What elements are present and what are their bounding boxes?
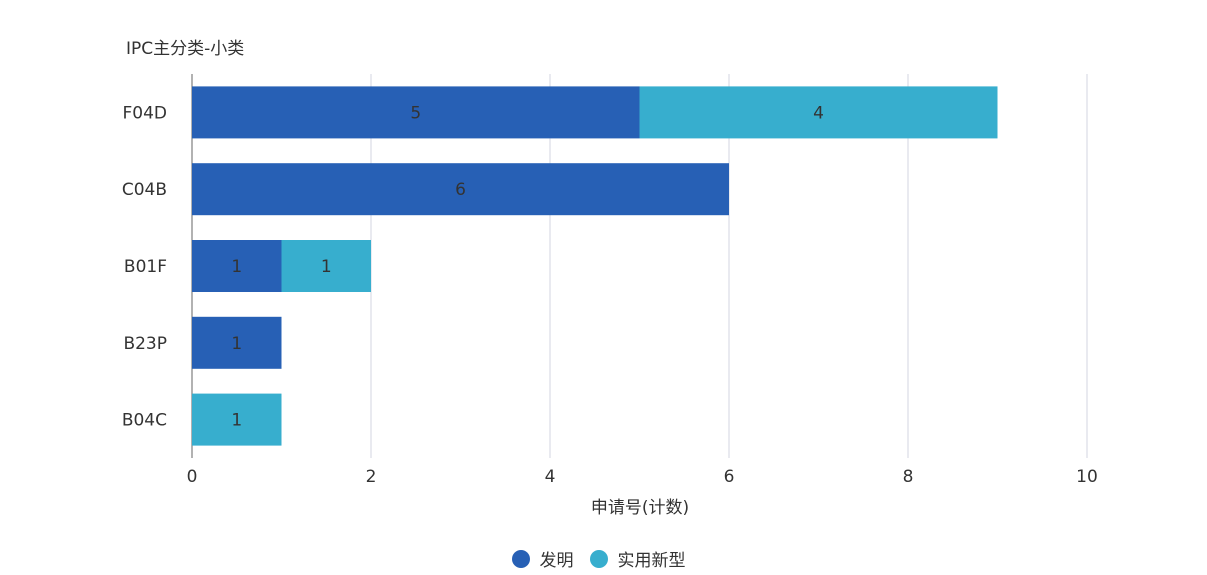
data-label: 1: [231, 334, 242, 354]
y-tick-label: B04C: [122, 411, 167, 431]
y-tick-label: F04D: [122, 103, 167, 123]
legend-item[interactable]: 实用新型: [590, 546, 686, 571]
x-axis-title: 申请号(计数): [0, 493, 1207, 518]
x-tick-label: 2: [366, 467, 377, 487]
data-label: 1: [231, 411, 242, 431]
legend-item[interactable]: 发明: [512, 546, 574, 571]
x-tick-label: 10: [1076, 467, 1098, 487]
data-label: 6: [455, 180, 466, 200]
x-tick-label: 6: [724, 467, 735, 487]
x-tick-label: 8: [903, 467, 914, 487]
x-tick-label: 0: [187, 467, 198, 487]
y-tick-label: B23P: [123, 334, 167, 354]
legend-marker: [590, 550, 608, 568]
data-label: 4: [813, 103, 824, 123]
legend-marker: [512, 550, 530, 568]
data-label: 5: [410, 103, 421, 123]
x-tick-label: 4: [545, 467, 556, 487]
y-tick-label: C04B: [122, 180, 167, 200]
legend-label: 实用新型: [618, 546, 686, 571]
data-label: 1: [321, 257, 332, 277]
y-tick-label: B01F: [124, 257, 167, 277]
legend-label: 发明: [540, 546, 574, 571]
data-label: 1: [231, 257, 242, 277]
legend: 发明 实用新型: [0, 546, 1197, 571]
